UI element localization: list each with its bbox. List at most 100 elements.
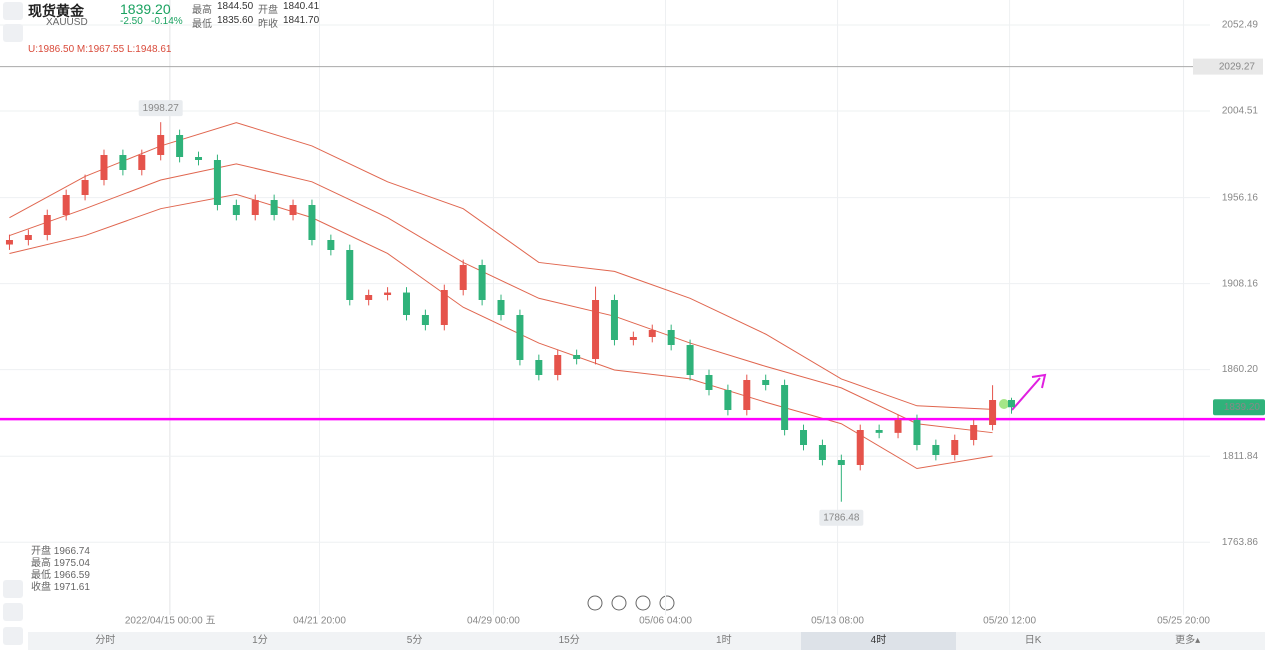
candle-body bbox=[289, 205, 297, 215]
y-tick-label: 1860.20 bbox=[1222, 364, 1259, 375]
candle-body bbox=[951, 440, 959, 455]
candle-body bbox=[176, 135, 184, 158]
candle-body bbox=[251, 200, 259, 215]
candle-body bbox=[800, 430, 808, 445]
y-tick-label: 1908.16 bbox=[1222, 278, 1259, 289]
stat-label: 最高 bbox=[192, 5, 212, 16]
candle-body bbox=[554, 355, 562, 375]
stat-label: 昨收 bbox=[258, 19, 278, 30]
stat-value: 1841.70 bbox=[283, 15, 320, 26]
candle-body bbox=[592, 300, 600, 360]
y-tick-label: 2052.49 bbox=[1222, 20, 1259, 31]
tab[interactable]: 更多▴ bbox=[1175, 635, 1201, 646]
candle-body bbox=[24, 235, 32, 240]
info-line: 最低 1966.59 bbox=[31, 570, 90, 581]
bands-label: U:1986.50 M:1967.55 L:1948.61 bbox=[28, 44, 172, 55]
stat-value: 1840.41 bbox=[283, 1, 320, 12]
candle-body bbox=[743, 380, 751, 410]
candle-body bbox=[421, 315, 429, 325]
tab[interactable]: 分时 bbox=[95, 635, 116, 646]
y-tick-label: 2004.51 bbox=[1222, 106, 1259, 117]
candle-body bbox=[270, 200, 278, 215]
x-tick-label: 05/25 20:00 bbox=[1157, 616, 1210, 627]
close-button[interactable] bbox=[3, 2, 23, 20]
change-pct: -0.14% bbox=[151, 16, 183, 27]
info-line: 收盘 1971.61 bbox=[31, 582, 90, 593]
y-tick-label: 1811.84 bbox=[1223, 451, 1259, 462]
x-tick-label: 2022/04/15 00:00 五 bbox=[125, 616, 216, 627]
candle-body bbox=[478, 265, 486, 300]
candle-body bbox=[440, 290, 448, 325]
candle-body bbox=[5, 240, 13, 245]
candle-body bbox=[573, 355, 581, 360]
extreme-label: 1998.27 bbox=[143, 103, 180, 114]
candle-body bbox=[308, 205, 316, 240]
candle-body bbox=[686, 345, 694, 375]
tab[interactable]: 1时 bbox=[716, 635, 732, 646]
y-tick-label: 1763.86 bbox=[1222, 537, 1259, 548]
x-tick-label: 05/06 04:00 bbox=[639, 616, 692, 627]
symbol-name[interactable]: 现货黄金 bbox=[28, 3, 84, 19]
candle-body bbox=[195, 157, 203, 160]
candle-body bbox=[43, 215, 51, 235]
band-upper bbox=[9, 122, 993, 410]
tab[interactable]: 1分 bbox=[252, 635, 268, 646]
tab[interactable]: 5分 bbox=[406, 635, 423, 646]
candle-body bbox=[232, 205, 240, 215]
x-tick-label: 05/20 12:00 bbox=[983, 616, 1036, 627]
stat-label: 最低 bbox=[192, 19, 212, 30]
candle-body bbox=[875, 430, 883, 433]
candle-body bbox=[610, 300, 618, 340]
stat-value: 1835.60 bbox=[217, 15, 254, 26]
candle-body bbox=[535, 360, 543, 375]
price-tag bbox=[1213, 399, 1265, 416]
tab[interactable]: 日K bbox=[1024, 635, 1042, 646]
tool-button[interactable] bbox=[3, 580, 23, 598]
info-line: 最高 1975.04 bbox=[31, 558, 90, 569]
info-line: 开盘 1966.74 bbox=[31, 546, 90, 557]
candle-body bbox=[629, 336, 637, 340]
pulse-dot bbox=[999, 399, 1009, 409]
candle-body bbox=[894, 420, 902, 433]
tab[interactable]: 15分 bbox=[558, 635, 580, 646]
candle-body bbox=[970, 425, 978, 440]
stat-label: 开盘 bbox=[258, 5, 278, 16]
zoom-controls[interactable] bbox=[587, 595, 675, 611]
candle-body bbox=[781, 385, 789, 430]
candle-body bbox=[365, 295, 373, 300]
alert-label: 2029.27 bbox=[1219, 61, 1256, 72]
candle-body bbox=[516, 315, 524, 360]
symbol-code: XAUUSD bbox=[46, 17, 88, 28]
candle-body bbox=[62, 195, 70, 215]
chart: 2052.49 2004.51 1956.16 1908.16 1860.20 1811.… bbox=[0, 0, 1265, 627]
y-tick-label: 1956.16 bbox=[1222, 192, 1259, 203]
candle-body bbox=[384, 292, 392, 295]
tab[interactable]: 4时 bbox=[801, 632, 956, 650]
candle-body bbox=[856, 430, 864, 465]
x-tick-label: 04/21 20:00 bbox=[293, 616, 346, 627]
stat-value: 1844.50 bbox=[217, 1, 254, 12]
expand-button[interactable] bbox=[3, 24, 23, 42]
candle-body bbox=[818, 445, 826, 460]
price: 1839.20 bbox=[120, 1, 171, 17]
price-tag-label: 1839.20 bbox=[1224, 402, 1261, 413]
candle-body bbox=[402, 292, 410, 315]
candle-body bbox=[459, 265, 467, 290]
candle-body bbox=[913, 420, 921, 445]
alert-tag bbox=[1193, 58, 1263, 75]
candle-body bbox=[705, 375, 713, 390]
candle-body bbox=[138, 155, 146, 170]
candle-body bbox=[989, 400, 997, 425]
x-tick-label: 04/29 00:00 bbox=[467, 616, 520, 627]
tool-button[interactable] bbox=[3, 627, 23, 645]
candle-body bbox=[667, 330, 675, 345]
candle-body bbox=[837, 460, 845, 465]
candle-body bbox=[119, 155, 127, 170]
candle-body bbox=[497, 300, 505, 315]
change: -2.50 bbox=[120, 16, 143, 27]
tool-button[interactable] bbox=[3, 603, 23, 621]
timeframe-tabs: 分时 1分 5分 15分 1时 4时 日K 更多▴ bbox=[28, 632, 1265, 650]
extreme-box bbox=[138, 100, 183, 117]
candle-body bbox=[100, 155, 108, 180]
